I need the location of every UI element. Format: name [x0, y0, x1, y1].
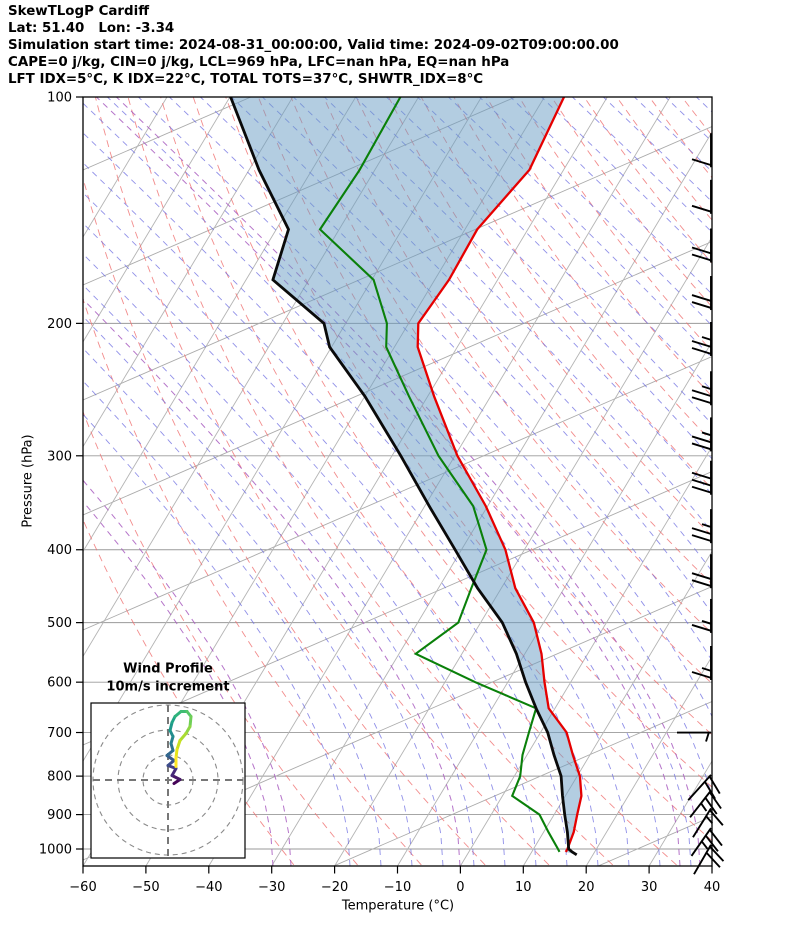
location-line: Lat: 51.40 Lon: -3.34	[8, 21, 175, 36]
y-tick-label: 800	[47, 770, 72, 785]
y-axis-label: Pressure (hPa)	[20, 434, 36, 528]
wind-barb	[689, 789, 722, 818]
x-tick-label: −10	[384, 880, 411, 895]
y-tick-label: 100	[47, 91, 72, 106]
wind-barb	[691, 276, 712, 311]
hodograph-trace	[165, 710, 193, 785]
hodograph-subtitle: 10m/s increment	[106, 679, 230, 695]
indices-line: LFT IDX=5°C, K IDX=22°C, TOTAL TOTS=37°C…	[8, 72, 484, 87]
x-tick-label: −60	[69, 880, 96, 895]
y-tick-label: 300	[47, 449, 72, 464]
hodograph-inset	[90, 702, 246, 859]
wind-barb	[691, 179, 712, 214]
cape-line: CAPE=0 j/kg, CIN=0 j/kg, LCL=969 hPa, LF…	[8, 55, 510, 70]
dewpoint-curve	[318, 97, 561, 853]
y-tick-labels: 100 200 300 400 500 600 700 800 900 1000	[39, 91, 83, 858]
y-tick-label: 1000	[39, 843, 72, 858]
x-tick-labels: −60 −50 −40 −30 −20 −10 0 10 20 30 40	[69, 866, 720, 895]
x-tick-label: −50	[132, 880, 159, 895]
wind-barb	[691, 417, 712, 452]
wind-barb	[691, 228, 712, 263]
y-tick-label: 500	[47, 616, 72, 631]
wind-barb	[677, 731, 711, 742]
wind-barb	[691, 598, 712, 633]
hodograph-title: Wind Profile	[123, 661, 213, 677]
x-tick-label: 0	[456, 880, 464, 895]
x-tick-label: 10	[515, 880, 532, 895]
x-tick-label: −40	[195, 880, 222, 895]
x-tick-label: 40	[704, 880, 721, 895]
temperature-curve	[416, 97, 583, 853]
y-tick-label: 600	[47, 676, 72, 691]
sim-time-line: Simulation start time: 2024-08-31_00:00:…	[8, 38, 619, 53]
x-tick-label: −30	[258, 880, 285, 895]
wind-barb	[691, 371, 712, 406]
x-tick-label: 30	[641, 880, 658, 895]
wind-barb	[691, 133, 712, 168]
cin-shade-area	[230, 97, 582, 855]
x-tick-label: −20	[321, 880, 348, 895]
x-tick-label: 20	[578, 880, 595, 895]
parcel-curve	[229, 97, 578, 856]
wind-barb	[691, 321, 712, 356]
wind-barb	[691, 509, 712, 544]
wind-barb	[691, 554, 712, 589]
x-axis-label: Temperature (°C)	[341, 898, 455, 914]
wind-barb	[691, 645, 712, 680]
wind-barb	[691, 460, 712, 495]
page-title: SkewTLogP Cardiff	[8, 4, 150, 19]
y-tick-label: 200	[47, 317, 72, 332]
y-tick-label: 700	[47, 726, 72, 741]
y-tick-label: 900	[47, 808, 72, 823]
y-tick-label: 400	[47, 543, 72, 558]
wind-barbs	[677, 133, 725, 875]
